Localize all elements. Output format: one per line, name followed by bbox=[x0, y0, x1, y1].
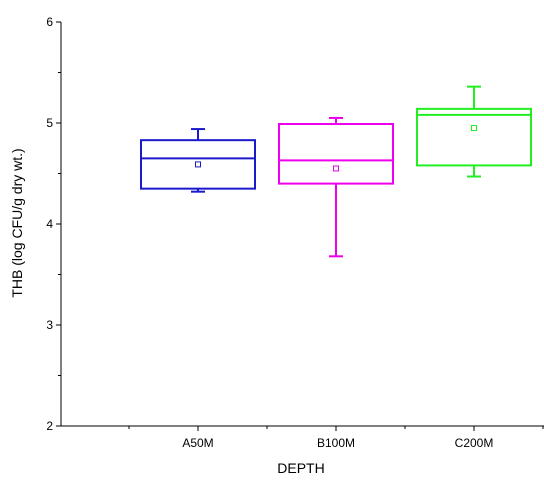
y-tick-label: 6 bbox=[46, 15, 53, 29]
interquartile-box bbox=[140, 139, 256, 190]
x-tick-label: A50M bbox=[182, 436, 213, 450]
x-tick-label: C200M bbox=[455, 436, 494, 450]
y-tick-label: 3 bbox=[46, 318, 53, 332]
x-axis: A50M B100M C200M bbox=[61, 425, 544, 450]
box-A50M bbox=[140, 128, 256, 193]
interquartile-box bbox=[278, 123, 394, 185]
y-tick-label: 4 bbox=[46, 217, 53, 231]
box-B100M bbox=[278, 116, 394, 258]
box-C200M bbox=[416, 85, 532, 178]
mean-marker bbox=[333, 165, 339, 172]
x-tick-label: B100M bbox=[317, 436, 355, 450]
y-axis-title: THB (log CFU/g dry wt.) bbox=[9, 148, 25, 297]
mean-marker bbox=[195, 161, 201, 168]
box-series bbox=[140, 85, 532, 258]
y-tick-label: 5 bbox=[46, 116, 53, 130]
mean-marker bbox=[471, 125, 477, 132]
x-axis-title: DEPTH bbox=[277, 460, 324, 476]
y-tick-label: 2 bbox=[46, 419, 53, 433]
interquartile-box bbox=[416, 107, 532, 167]
y-axis: 2 3 4 5 6 bbox=[46, 15, 62, 433]
